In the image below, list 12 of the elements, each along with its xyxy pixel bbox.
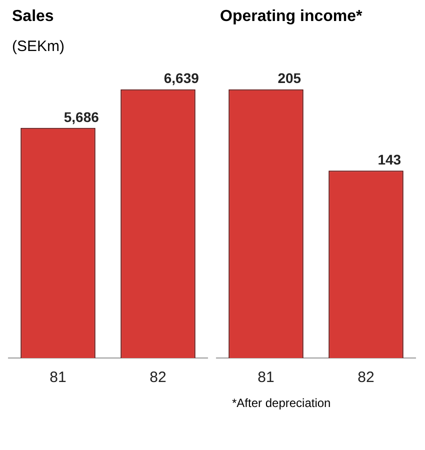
- x-tick-label: 82: [150, 369, 166, 386]
- x-tick-label: 82: [358, 369, 374, 386]
- chart-title: Operating income*: [219, 8, 364, 27]
- data-label: 143: [378, 151, 402, 168]
- data-label: 5,686: [64, 108, 100, 125]
- data-label: 205: [278, 70, 302, 86]
- x-tick-label: 81: [50, 369, 66, 386]
- chart-title: Sales: [11, 8, 55, 27]
- data-label: 6,639: [164, 70, 200, 86]
- x-tick-label: 81: [258, 369, 274, 386]
- text: *After depreciation: [232, 396, 332, 410]
- chart-subtitle: (SEKm): [11, 38, 66, 57]
